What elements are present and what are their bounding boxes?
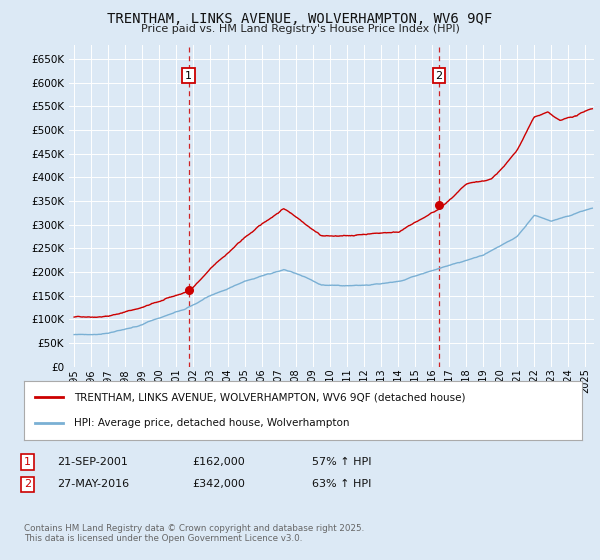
Text: Price paid vs. HM Land Registry's House Price Index (HPI): Price paid vs. HM Land Registry's House … bbox=[140, 24, 460, 34]
Text: 27-MAY-2016: 27-MAY-2016 bbox=[57, 479, 129, 489]
Text: Contains HM Land Registry data © Crown copyright and database right 2025.
This d: Contains HM Land Registry data © Crown c… bbox=[24, 524, 364, 543]
Text: £162,000: £162,000 bbox=[192, 457, 245, 467]
Text: TRENTHAM, LINKS AVENUE, WOLVERHAMPTON, WV6 9QF (detached house): TRENTHAM, LINKS AVENUE, WOLVERHAMPTON, W… bbox=[74, 392, 466, 402]
Text: 63% ↑ HPI: 63% ↑ HPI bbox=[312, 479, 371, 489]
Text: 1: 1 bbox=[24, 457, 31, 467]
Text: 2: 2 bbox=[24, 479, 31, 489]
Text: 57% ↑ HPI: 57% ↑ HPI bbox=[312, 457, 371, 467]
Text: 21-SEP-2001: 21-SEP-2001 bbox=[57, 457, 128, 467]
Text: 1: 1 bbox=[185, 71, 192, 81]
Text: TRENTHAM, LINKS AVENUE, WOLVERHAMPTON, WV6 9QF: TRENTHAM, LINKS AVENUE, WOLVERHAMPTON, W… bbox=[107, 12, 493, 26]
Text: 2: 2 bbox=[436, 71, 443, 81]
Text: HPI: Average price, detached house, Wolverhampton: HPI: Average price, detached house, Wolv… bbox=[74, 418, 350, 428]
Text: £342,000: £342,000 bbox=[192, 479, 245, 489]
